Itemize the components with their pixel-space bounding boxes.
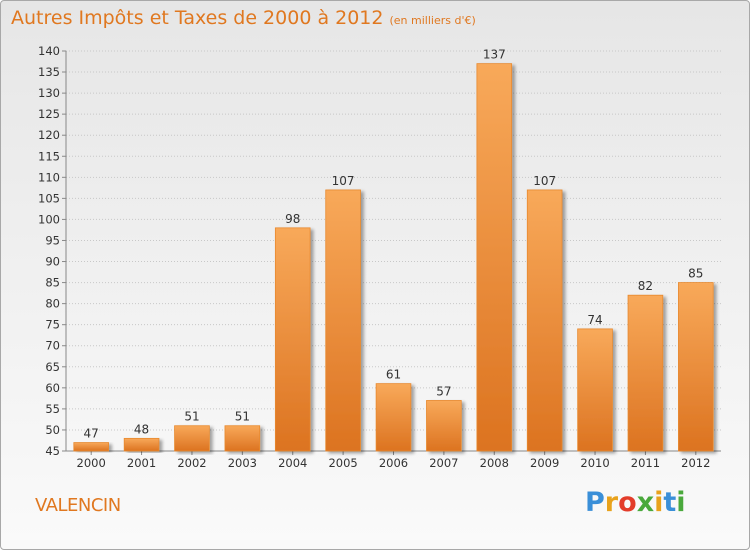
y-tick-label: 60 <box>45 381 60 395</box>
y-tick-label: 125 <box>38 107 60 121</box>
value-label-2006: 61 <box>386 368 401 382</box>
y-tick-label: 65 <box>45 360 60 374</box>
x-tick-label-2008: 2008 <box>480 456 509 470</box>
place-name: VALENCIN <box>35 495 121 516</box>
bar-2006 <box>375 383 412 452</box>
bar-2012 <box>678 282 714 452</box>
logo-letter: P <box>585 487 605 518</box>
value-label-2009: 107 <box>533 174 556 188</box>
x-tick-label-2011: 2011 <box>631 456 660 470</box>
value-label-2001: 48 <box>134 422 149 436</box>
value-label-2012: 85 <box>688 267 703 281</box>
y-tick-label: 50 <box>45 423 60 437</box>
y-tick-label: 45 <box>45 444 60 458</box>
y-tick-label: 140 <box>38 44 60 58</box>
y-tick-label: 90 <box>45 255 60 269</box>
x-tick-label-2005: 2005 <box>328 456 357 470</box>
x-tick-label-2007: 2007 <box>429 456 458 470</box>
y-tick-label: 115 <box>38 149 60 163</box>
y-tick-label: 55 <box>45 402 60 416</box>
y-tick-label: 100 <box>38 212 60 226</box>
x-tick-label-2003: 2003 <box>228 456 257 470</box>
y-tick-label: 85 <box>45 276 60 290</box>
logo-letter: i <box>654 487 664 518</box>
x-tick-label-2010: 2010 <box>580 456 609 470</box>
bar-2002 <box>174 425 210 452</box>
y-tick-label: 80 <box>45 297 60 311</box>
logo-letter: x <box>636 487 655 518</box>
chart-title-unit: (en milliers d'€) <box>389 14 476 27</box>
bar-2004 <box>274 227 311 452</box>
chart-title-main: Autres Impôts et Taxes de 2000 à 2012 <box>11 7 384 29</box>
logo-letter: t <box>663 487 677 518</box>
bar-2000 <box>73 442 109 452</box>
value-label-2007: 57 <box>436 384 451 398</box>
logo-letter: i <box>676 487 686 518</box>
chart-title: Autres Impôts et Taxes de 2000 à 2012 (en… <box>11 7 476 29</box>
x-tick-label-2009: 2009 <box>530 456 559 470</box>
y-tick-label: 120 <box>38 128 60 142</box>
y-tick-label: 105 <box>38 191 60 205</box>
bar-2009 <box>526 189 563 452</box>
x-tick-label-2006: 2006 <box>379 456 408 470</box>
bar-2011 <box>627 294 664 452</box>
value-label-2008: 137 <box>483 48 506 62</box>
bar-2003 <box>224 425 261 452</box>
bar-value-labels: 47 48 51 51 98 107 61 57 137 107 74 82 85 <box>84 48 704 441</box>
bar-2007 <box>426 400 462 452</box>
y-tick-label: 110 <box>38 170 60 184</box>
value-label-2002: 51 <box>184 410 199 424</box>
x-tick-label-2012: 2012 <box>681 456 710 470</box>
value-label-2005: 107 <box>332 174 355 188</box>
x-tick-label-2002: 2002 <box>177 456 206 470</box>
y-tick-label: 135 <box>38 65 60 79</box>
logo-letter: r <box>604 487 619 518</box>
x-tick-label-2000: 2000 <box>77 456 106 470</box>
logo-letter: o <box>618 487 637 518</box>
y-tick-label: 130 <box>38 86 60 100</box>
bar-2010 <box>577 328 613 452</box>
value-label-2003: 51 <box>235 410 250 424</box>
axes: 45 50 55 60 65 70 75 80 85 90 95 100 105 110 115 120 125… <box>38 44 721 470</box>
bar-2001 <box>123 437 160 452</box>
x-tick-label-2004: 2004 <box>278 456 307 470</box>
value-label-2004: 98 <box>285 212 300 226</box>
y-tick-label: 75 <box>45 318 60 332</box>
value-label-2010: 74 <box>587 313 602 327</box>
bar-2008 <box>476 63 513 452</box>
y-tick-label: 70 <box>45 339 60 353</box>
bars <box>73 63 714 452</box>
value-label-2000: 47 <box>84 427 99 441</box>
proxiti-logo[interactable]: Proxiti <box>585 487 686 518</box>
bar-2005 <box>325 189 361 452</box>
y-tick-label: 95 <box>45 233 60 247</box>
value-label-2011: 82 <box>638 279 653 293</box>
x-tick-label-2001: 2001 <box>127 456 156 470</box>
